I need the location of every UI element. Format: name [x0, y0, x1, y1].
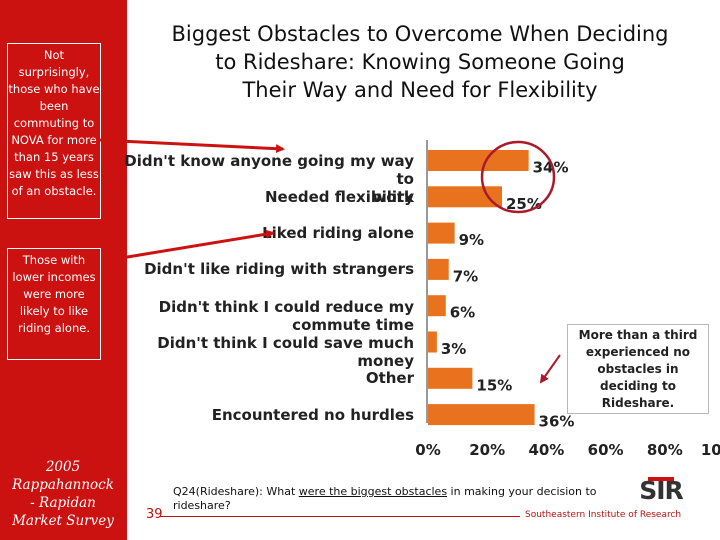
sidebar: Not surprisingly, those who have been co…	[0, 0, 127, 540]
survey-line: Rappahannock	[12, 477, 114, 493]
category-label-line: Other	[365, 369, 414, 388]
bar	[428, 186, 502, 208]
arrow-to-riding-alone	[102, 229, 275, 263]
sir-logo: SIR	[639, 476, 684, 503]
bars	[428, 150, 535, 426]
x-tick-label: 100%	[700, 441, 720, 459]
value-label: 34%	[533, 159, 569, 177]
category-label-line: Needed flexibility	[265, 187, 414, 206]
bar	[428, 222, 455, 244]
value-label: 9%	[459, 231, 484, 249]
footer-divider	[160, 516, 520, 517]
value-label: 7%	[453, 267, 478, 285]
organization-name: Southeastern Institute of Research	[525, 510, 682, 520]
note-lower-incomes: Those with lower incomes were more likel…	[7, 248, 101, 360]
survey-line: Market Survey	[12, 513, 114, 529]
category-label-line: Didn't think I could save much	[157, 333, 414, 352]
arrow-to-commute	[99, 138, 285, 154]
survey-name: 2005 Rappahannock - Rapidan Market Surve…	[2, 458, 124, 530]
category-label-line: Liked riding alone	[262, 224, 414, 243]
category-label-line: Didn't know anyone going my way to	[124, 152, 414, 189]
category-label: Didn't think I could reduce my commute ti…	[124, 298, 414, 334]
value-label: 6%	[450, 304, 475, 322]
category-label: Didn't think I could save much money	[124, 334, 414, 370]
survey-question: Q24(Rideshare): What were the biggest ob…	[173, 485, 613, 513]
chart-title: Biggest Obstacles to Overcome When Decid…	[140, 20, 700, 104]
category-label: Didn't like riding with strangers	[124, 260, 414, 278]
category-label: Needed flexibility	[124, 188, 414, 206]
bar	[428, 150, 529, 171]
x-tick-label: 40%	[528, 441, 565, 459]
note-long-commuters: Not surprisingly, those who have been co…	[7, 43, 101, 219]
category-label-line: Didn't think I could reduce my	[158, 297, 414, 316]
value-label: 36%	[539, 413, 575, 431]
category-label: Liked riding alone	[124, 224, 414, 242]
value-label: 3%	[441, 340, 466, 358]
category-label-line: work	[372, 188, 414, 207]
survey-line: - Rapidan	[30, 495, 96, 511]
bar	[428, 404, 535, 426]
category-label-line: Didn't like riding with strangers	[144, 260, 414, 279]
value-label: 25%	[506, 195, 542, 213]
x-tick-label: 20%	[469, 441, 506, 459]
survey-line: 2005	[45, 459, 81, 475]
x-tick-label: 0%	[415, 441, 441, 459]
question-prefix: Q24(Rideshare): What	[173, 485, 299, 498]
question-underlined: were the biggest obstacles	[298, 485, 448, 498]
no-obstacles-note: More than a third experienced no obstacl…	[567, 324, 709, 414]
category-label: Didn't know anyone going my way to work	[124, 152, 414, 206]
x-tick-label: 60%	[587, 441, 624, 459]
category-label: Encountered no hurdles	[124, 406, 414, 424]
question-suffix: in making your decision to rideshare?	[173, 485, 597, 512]
category-label-line: money	[357, 351, 414, 370]
value-labels: 34% 25% 9% 7% 6% 3% 15% 36%	[441, 159, 575, 431]
bar	[428, 367, 473, 389]
category-label-line: Encountered no hurdles	[211, 405, 414, 424]
highlight-ring	[480, 140, 556, 214]
bar	[428, 258, 449, 280]
category-label-line: commute time	[292, 315, 414, 334]
title-line: Their Way and Need for Flexibility	[242, 78, 598, 102]
category-label: Other	[124, 369, 414, 387]
arrow-to-no-hurdles	[539, 354, 561, 384]
title-line: Biggest Obstacles to Overcome When Decid…	[171, 22, 669, 46]
x-tick-label: 80%	[646, 441, 683, 459]
bar	[428, 331, 437, 353]
bar	[428, 295, 446, 317]
title-line: to Rideshare: Knowing Someone Going	[215, 50, 625, 74]
value-label: 15%	[476, 376, 512, 394]
page-number: 39	[146, 507, 163, 522]
